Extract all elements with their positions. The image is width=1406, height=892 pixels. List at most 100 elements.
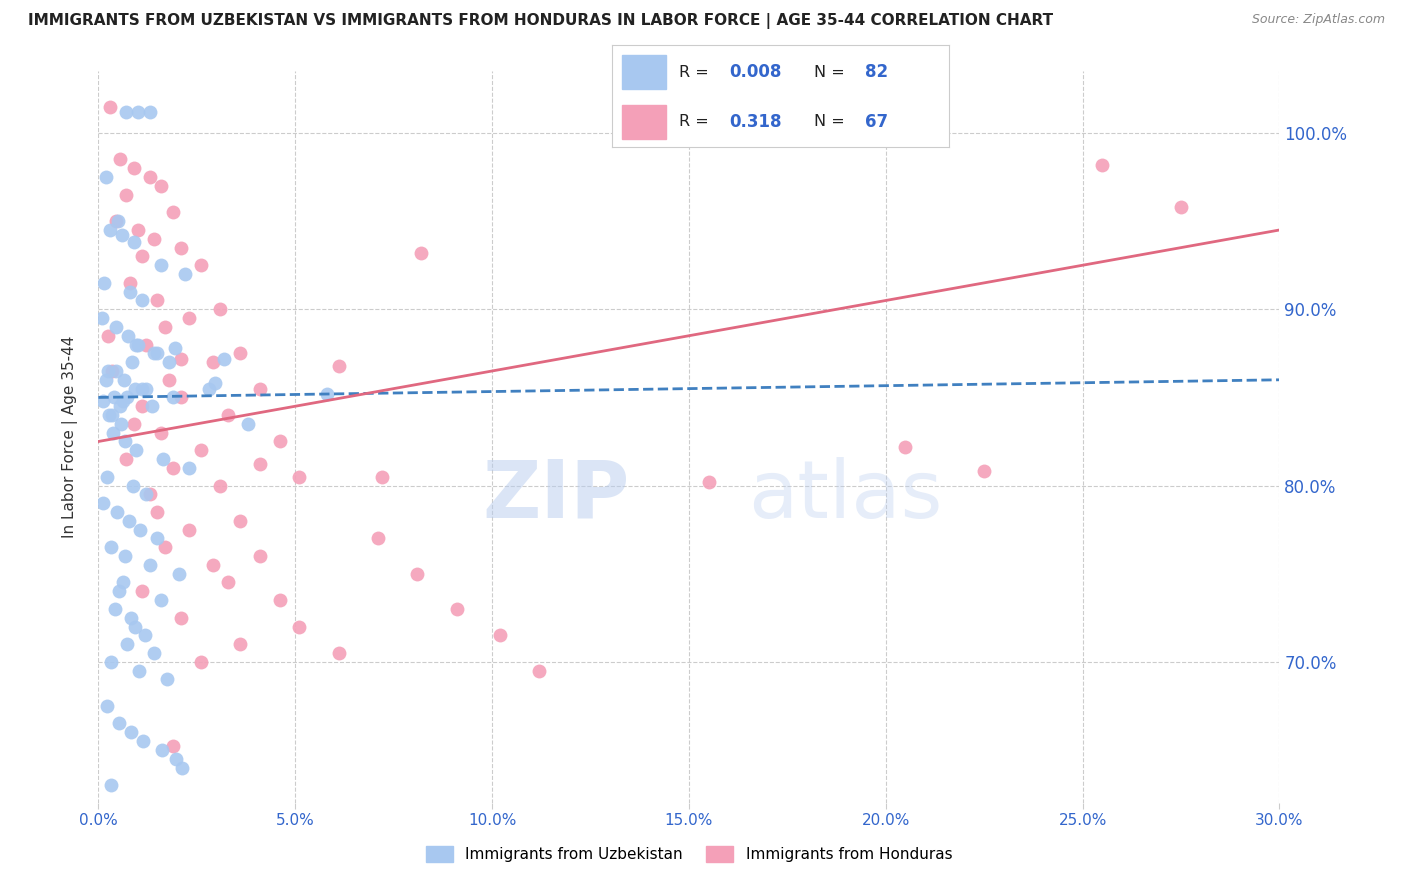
Point (139, 558, 162, 572)
Point (201, 355, 224, 369)
Point (146, 346, 169, 360)
Point (190, 655, 212, 669)
Point (111, 228, 134, 243)
Point (127, 223, 149, 237)
Y-axis label: In Labor Force | Age 35-44: In Labor Force | Age 35-44 (62, 336, 77, 538)
Point (100, 540, 122, 554)
Point (120, 611, 142, 625)
Point (229, 514, 252, 528)
Point (170, 391, 193, 405)
Point (115, 187, 138, 202)
Point (204, 376, 226, 391)
Point (155, 540, 177, 554)
Point (152, 452, 174, 467)
Point (162, 205, 184, 219)
Point (155, 320, 177, 334)
Point (103, 391, 125, 405)
Point (697, 475, 720, 489)
Point (209, 478, 232, 492)
Point (328, 359, 350, 373)
Point (138, 170, 160, 185)
Point (117, 328, 139, 343)
Point (145, 532, 167, 546)
Point (134, 628, 156, 642)
Point (197, 382, 219, 396)
Point (142, 346, 165, 360)
Point (115, 104, 138, 119)
Text: ZIP: ZIP (482, 457, 630, 534)
Point (103, 425, 125, 440)
Point (190, 443, 212, 458)
Point (162, 739, 184, 754)
Point (165, 341, 187, 355)
Bar (621, 55, 665, 88)
Point (269, 434, 291, 449)
Text: 0.008: 0.008 (730, 63, 782, 81)
Point (131, 734, 153, 748)
Point (108, 716, 131, 731)
Point (114, 549, 136, 563)
Point (177, 523, 200, 537)
Point (105, 214, 128, 228)
Text: atlas: atlas (748, 457, 942, 534)
Point (96, 698, 118, 713)
Point (124, 382, 146, 396)
Point (97, 364, 120, 378)
Text: 82: 82 (865, 63, 887, 81)
Point (156, 673, 179, 687)
Point (96, 170, 118, 185)
Point (131, 293, 153, 308)
Point (367, 532, 389, 546)
Point (127, 337, 149, 351)
Point (236, 417, 259, 431)
Point (315, 387, 337, 401)
Point (118, 514, 141, 528)
Point (131, 584, 153, 599)
Point (131, 399, 153, 413)
Point (122, 478, 145, 492)
Point (125, 443, 148, 458)
Point (149, 593, 172, 607)
Text: N =: N = (814, 114, 851, 129)
Text: R =: R = (679, 65, 714, 79)
Point (124, 619, 146, 633)
Point (125, 337, 148, 351)
Point (170, 760, 193, 774)
Point (167, 566, 190, 581)
Point (114, 434, 136, 449)
Text: N =: N = (814, 65, 851, 79)
Point (1091, 158, 1114, 172)
Point (146, 505, 169, 519)
Point (91, 393, 114, 408)
Point (118, 276, 141, 290)
Point (122, 417, 145, 431)
Point (96, 469, 118, 483)
Point (127, 104, 149, 119)
Point (101, 408, 124, 422)
Point (150, 425, 173, 440)
Point (146, 293, 169, 308)
Point (138, 487, 160, 501)
Point (229, 346, 252, 360)
Bar (621, 105, 665, 139)
Point (135, 337, 157, 351)
Point (112, 373, 135, 387)
Point (135, 487, 157, 501)
Point (190, 258, 212, 272)
Point (150, 178, 173, 193)
Point (209, 302, 232, 317)
Point (217, 408, 239, 422)
Point (94, 373, 117, 387)
Point (128, 523, 150, 537)
Point (446, 602, 468, 616)
Point (115, 637, 138, 651)
Point (122, 235, 145, 250)
Point (165, 752, 187, 766)
Point (973, 465, 995, 479)
Point (118, 285, 141, 299)
Legend: Immigrants from Uzbekistan, Immigrants from Honduras: Immigrants from Uzbekistan, Immigrants f… (419, 840, 959, 868)
Point (411, 246, 433, 260)
Point (105, 320, 128, 334)
Point (489, 628, 512, 642)
Point (249, 382, 271, 396)
